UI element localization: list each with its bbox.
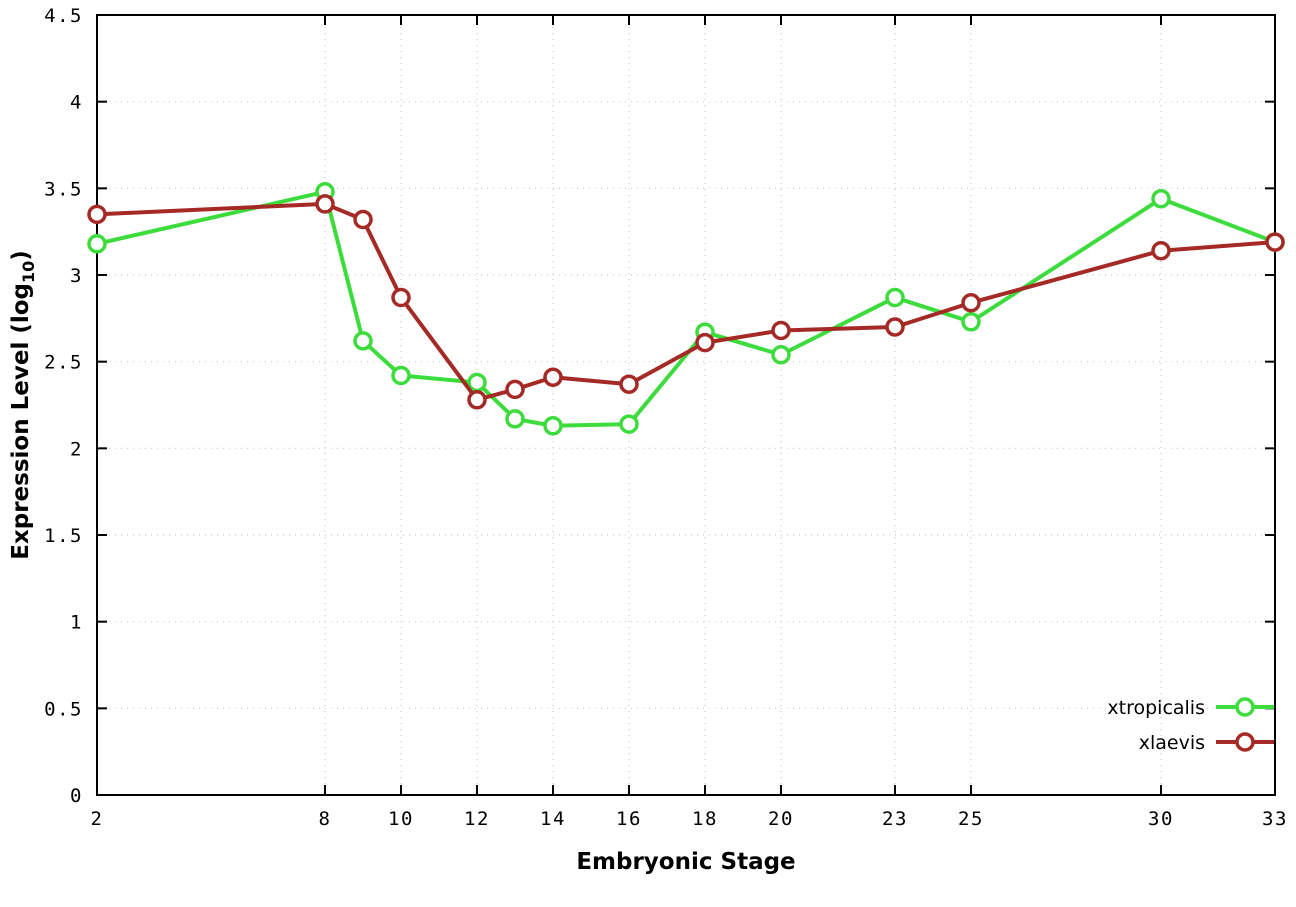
- x-tick-label: 12: [464, 808, 490, 830]
- x-tick-label: 30: [1148, 808, 1174, 830]
- data-point-xlaevis: [87, 204, 107, 225]
- x-axis-title: Embryonic Stage: [576, 849, 795, 875]
- data-point-xtropicalis: [467, 372, 487, 393]
- data-point-xtropicalis: [961, 312, 981, 332]
- y-tick-label: 4.5: [44, 5, 83, 27]
- x-tick-label: 8: [319, 808, 332, 830]
- data-point-xtropicalis: [391, 365, 411, 386]
- y-tick-label: 0.5: [44, 698, 83, 720]
- data-point-xlaevis: [961, 292, 981, 313]
- legend-marker-xtropicalis: [1235, 697, 1255, 717]
- y-tick-label: 1.5: [44, 525, 83, 547]
- x-tick-label: 33: [1262, 808, 1288, 830]
- x-tick-label: 23: [882, 808, 908, 830]
- data-point-xlaevis: [1151, 240, 1171, 261]
- data-point-xtropicalis: [771, 344, 791, 365]
- y-tick-label: 3: [70, 265, 83, 287]
- data-point-xlaevis: [885, 317, 905, 337]
- data-point-xlaevis: [467, 390, 487, 410]
- x-tick-label: 10: [388, 808, 414, 830]
- y-tick-label: 1: [70, 612, 83, 634]
- y-tick-label: 2.5: [44, 352, 83, 374]
- x-tick-label: 14: [540, 808, 566, 830]
- x-tick-label: 18: [692, 808, 718, 830]
- series-line-xlaevis: [95, 201, 1277, 402]
- data-point-xlaevis: [695, 332, 715, 353]
- x-tick-label: 2: [91, 808, 104, 830]
- data-point-xtropicalis: [885, 287, 905, 308]
- data-point-xtropicalis: [1151, 188, 1171, 209]
- data-point-xlaevis: [771, 320, 791, 341]
- data-point-xlaevis: [353, 209, 373, 230]
- x-tick-label: 20: [768, 808, 794, 830]
- plot-border: [96, 14, 1276, 796]
- legend-label-xlaevis: xlaevis: [1139, 732, 1205, 754]
- y-tick-label: 2: [70, 438, 83, 460]
- y-tick-label: 4: [70, 92, 83, 114]
- data-point-xtropicalis: [543, 416, 563, 436]
- y-tick-label: 0: [70, 785, 83, 807]
- data-point-xlaevis: [391, 287, 411, 308]
- data-point-xlaevis: [505, 379, 525, 400]
- data-point-xtropicalis: [87, 234, 107, 254]
- data-point-xtropicalis: [353, 331, 373, 351]
- legend-marker-xlaevis: [1235, 732, 1255, 752]
- x-tick-label: 16: [616, 808, 642, 830]
- data-point-xtropicalis: [619, 414, 639, 434]
- data-point-xtropicalis: [505, 409, 525, 429]
- data-point-xlaevis: [1265, 232, 1285, 252]
- y-tick-label: 3.5: [44, 178, 83, 200]
- legend-label-xtropicalis: xtropicalis: [1107, 697, 1205, 719]
- y-axis-title: Expression Level (log10): [8, 250, 38, 560]
- data-point-xlaevis: [315, 194, 335, 214]
- data-point-xlaevis: [619, 374, 639, 394]
- data-point-xlaevis: [543, 367, 563, 388]
- x-tick-label: 25: [958, 808, 984, 830]
